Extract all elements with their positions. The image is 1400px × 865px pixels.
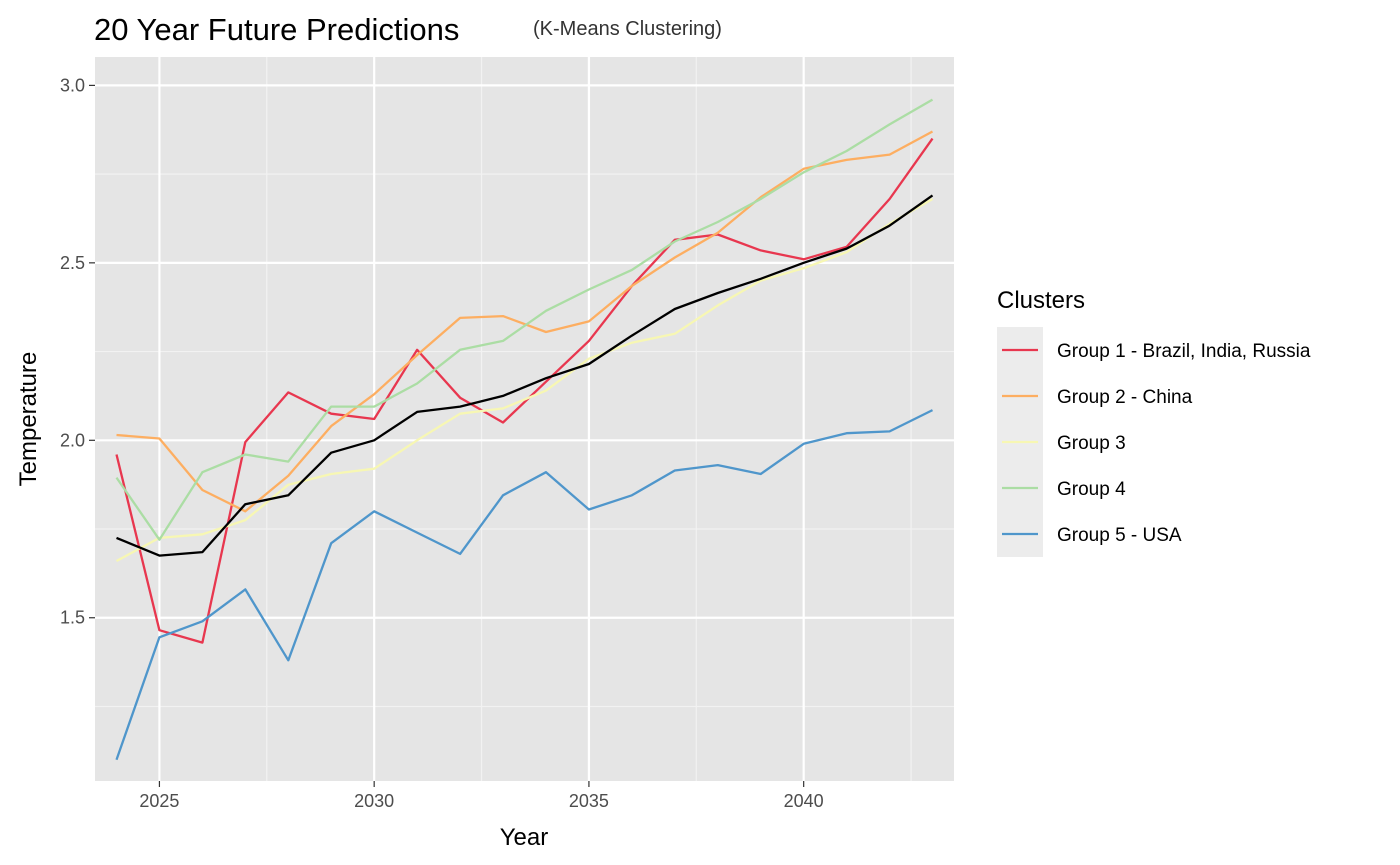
legend-label-group-4: Group 4 (1057, 479, 1126, 500)
series-line-group-3 (115, 198, 934, 563)
mean-line (116, 194, 934, 557)
series-line-group-1 (115, 137, 934, 644)
y-tick-label: 2.0 (60, 430, 85, 450)
y-axis-title: Temperature (15, 352, 42, 487)
y-tick-label: 1.5 (60, 608, 85, 628)
x-tick-label: 2035 (569, 791, 609, 811)
series-lines (115, 98, 934, 761)
legend: Clusters Group 1 - Brazil, India, Russia… (997, 287, 1311, 557)
legend-label-group-1: Group 1 - Brazil, India, Russia (1057, 341, 1311, 362)
y-axis: 1.5 2.0 2.5 3.0 (60, 75, 95, 628)
x-tick-label: 2025 (139, 791, 179, 811)
series-line-group-5 (115, 409, 934, 761)
x-tick-label: 2040 (784, 791, 824, 811)
legend-items: Group 1 - Brazil, India, Russia Group 2 -… (1002, 341, 1311, 546)
plot-panel (95, 57, 954, 781)
chart-subtitle: (K-Means Clustering) (533, 18, 722, 40)
y-tick-label: 2.5 (60, 253, 85, 273)
legend-label-group-5: Group 5 - USA (1057, 525, 1182, 546)
x-axis: 2025 2030 2035 2040 (139, 781, 824, 811)
series-line-group-2 (116, 130, 934, 513)
legend-label-group-2: Group 2 - China (1057, 387, 1193, 408)
series-line-group-4 (115, 98, 934, 541)
x-tick-label: 2030 (354, 791, 394, 811)
legend-title: Clusters (997, 287, 1085, 314)
chart-title: 20 Year Future Predictions (94, 12, 459, 47)
x-axis-title: Year (500, 824, 549, 851)
y-tick-label: 3.0 (60, 75, 85, 95)
legend-label-group-3: Group 3 (1057, 433, 1126, 454)
